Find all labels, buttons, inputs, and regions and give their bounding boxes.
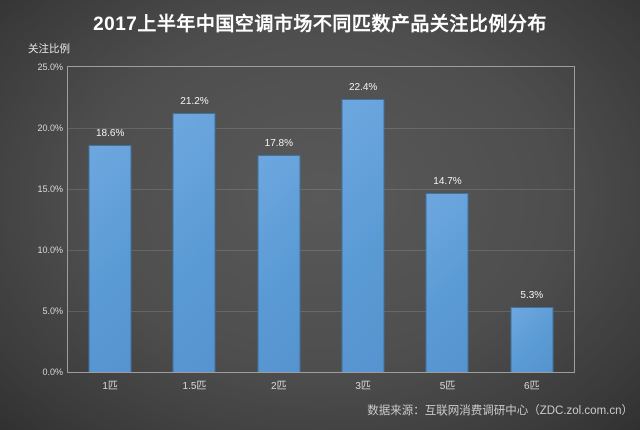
chart-bar bbox=[88, 145, 132, 372]
gridline bbox=[68, 250, 574, 251]
y-tick-label: 5.0% bbox=[42, 306, 63, 316]
chart-title: 2017上半年中国空调市场不同匹数产品关注比例分布 bbox=[93, 14, 547, 35]
bar-slot: 21.2% 1.5匹 bbox=[152, 67, 236, 392]
y-tick-label: 0.0% bbox=[42, 367, 63, 377]
gridline bbox=[68, 128, 574, 129]
x-tick-label: 6匹 bbox=[524, 381, 540, 392]
plot-area: 0.0% 5.0% 10.0% 15.0% 20.0% 25.0% 18.6% 1匹 21.2… bbox=[37, 62, 575, 392]
data-source-note: 数据来源：互联网消费调研中心（ZDC.zol.com.cn） bbox=[367, 405, 633, 417]
bar-value-label: 21.2% bbox=[180, 96, 209, 108]
x-tick-label: 1匹 bbox=[102, 381, 118, 392]
y-axis-title: 关注比例 bbox=[28, 43, 70, 55]
bar-value-label: 17.8% bbox=[264, 137, 293, 149]
bar-slot: 17.8% 2匹 bbox=[237, 67, 321, 392]
y-tick-label: 20.0% bbox=[37, 123, 63, 133]
y-tick-label: 10.0% bbox=[37, 245, 63, 255]
gridline bbox=[68, 189, 574, 190]
bar-value-label: 18.6% bbox=[95, 128, 125, 140]
y-tick-label: 15.0% bbox=[37, 184, 63, 194]
bar-slot: 22.4% 3匹 bbox=[321, 67, 405, 392]
x-tick-label: 5匹 bbox=[439, 381, 456, 392]
bar-value-label: 22.4% bbox=[348, 81, 378, 93]
bar-slot: 18.6% 1匹 bbox=[68, 67, 152, 392]
chart-bar bbox=[425, 192, 469, 372]
x-tick-label: 3匹 bbox=[355, 381, 371, 392]
chart-bar bbox=[257, 154, 301, 372]
bar-slot: 14.7% 5匹 bbox=[405, 67, 489, 392]
x-tick-label: 2匹 bbox=[271, 381, 287, 392]
bar-value-label: 14.7% bbox=[433, 175, 462, 187]
gridline bbox=[68, 311, 574, 312]
bar-series: 18.6% 1匹 21.2% 1.5匹 17.8% 2匹 22.4% 3匹 14.7% 5匹 5.3… bbox=[68, 67, 574, 392]
bar-slot: 5.3% 6匹 bbox=[490, 67, 574, 392]
x-tick-label: 1.5匹 bbox=[182, 381, 207, 392]
chart-bar bbox=[341, 98, 385, 372]
y-tick-label: 25.0% bbox=[37, 62, 63, 72]
bar-value-label: 5.3% bbox=[520, 290, 544, 302]
chart-bar bbox=[510, 307, 554, 372]
chart-bar bbox=[172, 113, 216, 372]
